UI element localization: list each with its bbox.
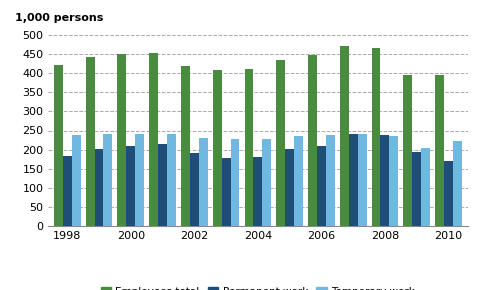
Bar: [276, 60, 285, 226]
Bar: [199, 138, 208, 226]
Bar: [149, 53, 158, 226]
Bar: [86, 57, 94, 226]
Bar: [230, 139, 240, 226]
Bar: [126, 146, 135, 226]
Bar: [421, 148, 430, 226]
Bar: [348, 134, 358, 226]
Bar: [94, 149, 104, 226]
Bar: [104, 134, 112, 226]
Bar: [389, 136, 398, 226]
Bar: [435, 75, 444, 226]
Bar: [380, 135, 389, 226]
Bar: [254, 157, 262, 226]
Bar: [444, 161, 453, 226]
Bar: [54, 66, 63, 226]
Text: 1,000 persons: 1,000 persons: [14, 13, 103, 23]
Bar: [262, 139, 271, 226]
Bar: [340, 46, 348, 226]
Bar: [294, 136, 303, 226]
Bar: [190, 153, 199, 226]
Bar: [317, 146, 326, 226]
Bar: [72, 135, 80, 226]
Bar: [167, 134, 176, 226]
Bar: [308, 55, 317, 226]
Bar: [63, 156, 72, 226]
Bar: [285, 149, 294, 226]
Bar: [358, 134, 366, 226]
Bar: [222, 158, 230, 226]
Legend: Employees total, Permanent work, Temporary work: Employees total, Permanent work, Tempora…: [97, 283, 419, 290]
Bar: [372, 48, 380, 226]
Bar: [118, 54, 126, 226]
Bar: [135, 134, 144, 226]
Bar: [326, 135, 335, 226]
Bar: [244, 69, 254, 226]
Bar: [453, 141, 462, 226]
Bar: [412, 152, 421, 226]
Bar: [403, 75, 412, 226]
Bar: [181, 66, 190, 226]
Bar: [158, 144, 167, 226]
Bar: [213, 70, 222, 226]
